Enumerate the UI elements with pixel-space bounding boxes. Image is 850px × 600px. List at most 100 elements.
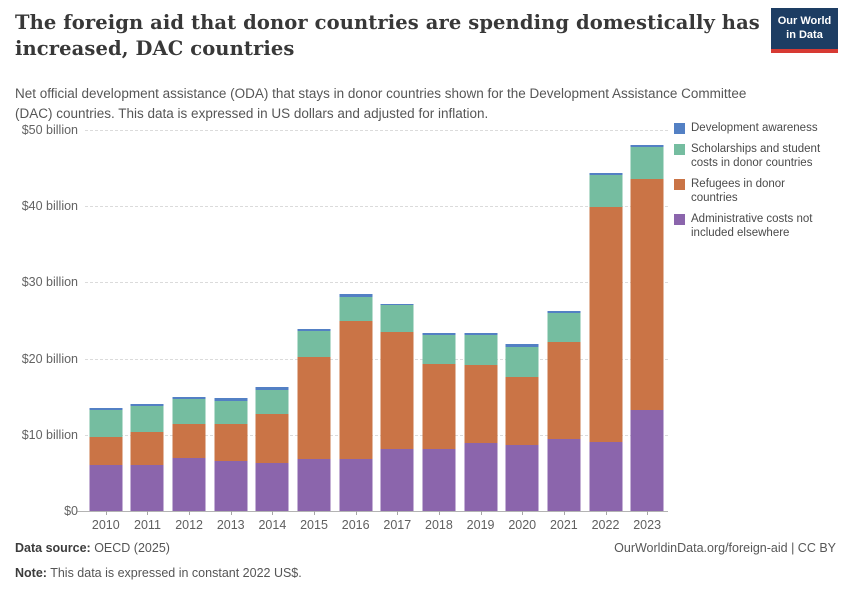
- x-axis-tick-label: 2018: [425, 518, 453, 532]
- bar-segment[interactable]: [380, 305, 414, 332]
- stacked-bar-2020[interactable]: [505, 344, 539, 511]
- bar-segment[interactable]: [214, 401, 248, 425]
- bar-segment[interactable]: [547, 310, 581, 313]
- bar-segment[interactable]: [130, 405, 164, 432]
- bar-segment[interactable]: [89, 437, 123, 466]
- chart-title: The foreign aid that donor countries are…: [15, 11, 760, 61]
- bar-segment[interactable]: [630, 410, 664, 511]
- bar-segment[interactable]: [172, 399, 206, 425]
- bar-segment[interactable]: [297, 357, 331, 460]
- bar-segment[interactable]: [505, 376, 539, 445]
- stacked-bar-2019[interactable]: [464, 332, 498, 511]
- bar-segment[interactable]: [422, 332, 456, 335]
- bar-segment[interactable]: [464, 443, 498, 511]
- x-axis-tick-2010: 2010: [85, 511, 127, 532]
- bar-segment[interactable]: [255, 386, 289, 390]
- bar-segment[interactable]: [172, 424, 206, 458]
- bar-segment[interactable]: [297, 331, 331, 358]
- stacked-bar-2017[interactable]: [380, 303, 414, 511]
- tick-mark: [230, 511, 232, 515]
- bar-column-2016: [335, 130, 377, 511]
- stacked-bar-2014[interactable]: [255, 386, 289, 511]
- stacked-bar-2012[interactable]: [172, 396, 206, 511]
- gridline: [85, 206, 668, 208]
- x-axis-tick-2015: 2015: [293, 511, 335, 532]
- bar-segment[interactable]: [630, 178, 664, 411]
- stacked-bar-2021[interactable]: [547, 310, 581, 511]
- bar-segment[interactable]: [589, 442, 622, 511]
- bar-segment[interactable]: [464, 335, 498, 366]
- bar-segment[interactable]: [380, 331, 414, 450]
- bar-segment[interactable]: [297, 459, 331, 511]
- legend-item[interactable]: Scholarships and student costs in donor …: [674, 142, 846, 170]
- stacked-bar-2011[interactable]: [130, 403, 164, 511]
- bar-segment[interactable]: [339, 296, 373, 322]
- tick-mark: [272, 511, 274, 515]
- bar-segment[interactable]: [214, 460, 248, 511]
- stacked-bar-2015[interactable]: [297, 328, 331, 511]
- gridline: [85, 434, 668, 436]
- bar-segment[interactable]: [547, 341, 581, 440]
- bar-segment[interactable]: [589, 172, 622, 175]
- bar-segment[interactable]: [547, 312, 581, 342]
- x-axis-tick-2013: 2013: [210, 511, 252, 532]
- bar-segment[interactable]: [214, 398, 248, 402]
- x-axis-tick-label: 2023: [633, 518, 662, 532]
- stacked-bar-2023[interactable]: [630, 144, 664, 511]
- owid-logo-line1: Our World: [777, 15, 832, 27]
- bar-segment[interactable]: [89, 410, 123, 438]
- bar-segment[interactable]: [630, 146, 664, 179]
- bar-segment[interactable]: [422, 449, 456, 511]
- bar-segment[interactable]: [130, 403, 164, 406]
- bar-segment[interactable]: [339, 321, 373, 460]
- y-axis-tick-label: $20 billion: [21, 351, 78, 366]
- stacked-bar-2018[interactable]: [422, 332, 456, 511]
- bar-segment[interactable]: [130, 431, 164, 465]
- bar-segment[interactable]: [339, 293, 373, 297]
- owid-logo[interactable]: Our World in Data: [771, 8, 838, 53]
- bar-segment[interactable]: [422, 334, 456, 364]
- bar-segment[interactable]: [422, 363, 456, 450]
- bar-segment[interactable]: [464, 332, 498, 335]
- bar-segment[interactable]: [89, 465, 123, 511]
- stacked-bar-2010[interactable]: [89, 408, 123, 511]
- legend-swatch-icon: [674, 144, 685, 156]
- bar-segment[interactable]: [214, 424, 248, 461]
- legend-swatch-icon: [674, 123, 685, 134]
- footer-note-label: Note:: [15, 566, 47, 580]
- bar-segment[interactable]: [255, 414, 289, 463]
- bar-segment[interactable]: [380, 303, 414, 306]
- bar-segment[interactable]: [630, 144, 664, 147]
- bar-segment[interactable]: [130, 464, 164, 511]
- stacked-bar-2016[interactable]: [339, 293, 373, 511]
- tick-mark: [438, 511, 440, 515]
- legend-label: Development awareness: [691, 122, 818, 134]
- bar-segment[interactable]: [339, 459, 373, 511]
- bar-column-2022: [585, 130, 627, 511]
- stacked-bar-2022[interactable]: [589, 172, 622, 511]
- bar-segment[interactable]: [380, 449, 414, 511]
- bar-segment[interactable]: [505, 444, 539, 511]
- gridline: [85, 282, 668, 284]
- bar-segment[interactable]: [89, 408, 123, 411]
- legend-swatch-icon: [674, 214, 685, 226]
- bar-column-2023: [626, 130, 668, 511]
- bar-segment[interactable]: [589, 206, 622, 443]
- bar-segment[interactable]: [464, 365, 498, 444]
- bar-segment[interactable]: [297, 328, 331, 332]
- bar-segment[interactable]: [505, 344, 539, 348]
- bar-segment[interactable]: [255, 463, 289, 511]
- tick-mark: [105, 511, 107, 515]
- legend-item[interactable]: Development awareness: [674, 121, 846, 135]
- legend-item[interactable]: Refugees in donor countries: [674, 177, 846, 205]
- bar-segment[interactable]: [589, 174, 622, 207]
- stacked-bar-2013[interactable]: [214, 398, 248, 511]
- legend-item[interactable]: Administrative costs not included elsewh…: [674, 212, 846, 240]
- bar-segment[interactable]: [255, 389, 289, 415]
- tick-mark: [314, 511, 316, 515]
- bar-segment[interactable]: [172, 396, 206, 400]
- bar-segment[interactable]: [547, 439, 581, 511]
- bar-segment[interactable]: [172, 457, 206, 511]
- footer-credit-link[interactable]: OurWorldinData.org/foreign-aid | CC BY: [614, 541, 836, 555]
- bar-segment[interactable]: [505, 347, 539, 377]
